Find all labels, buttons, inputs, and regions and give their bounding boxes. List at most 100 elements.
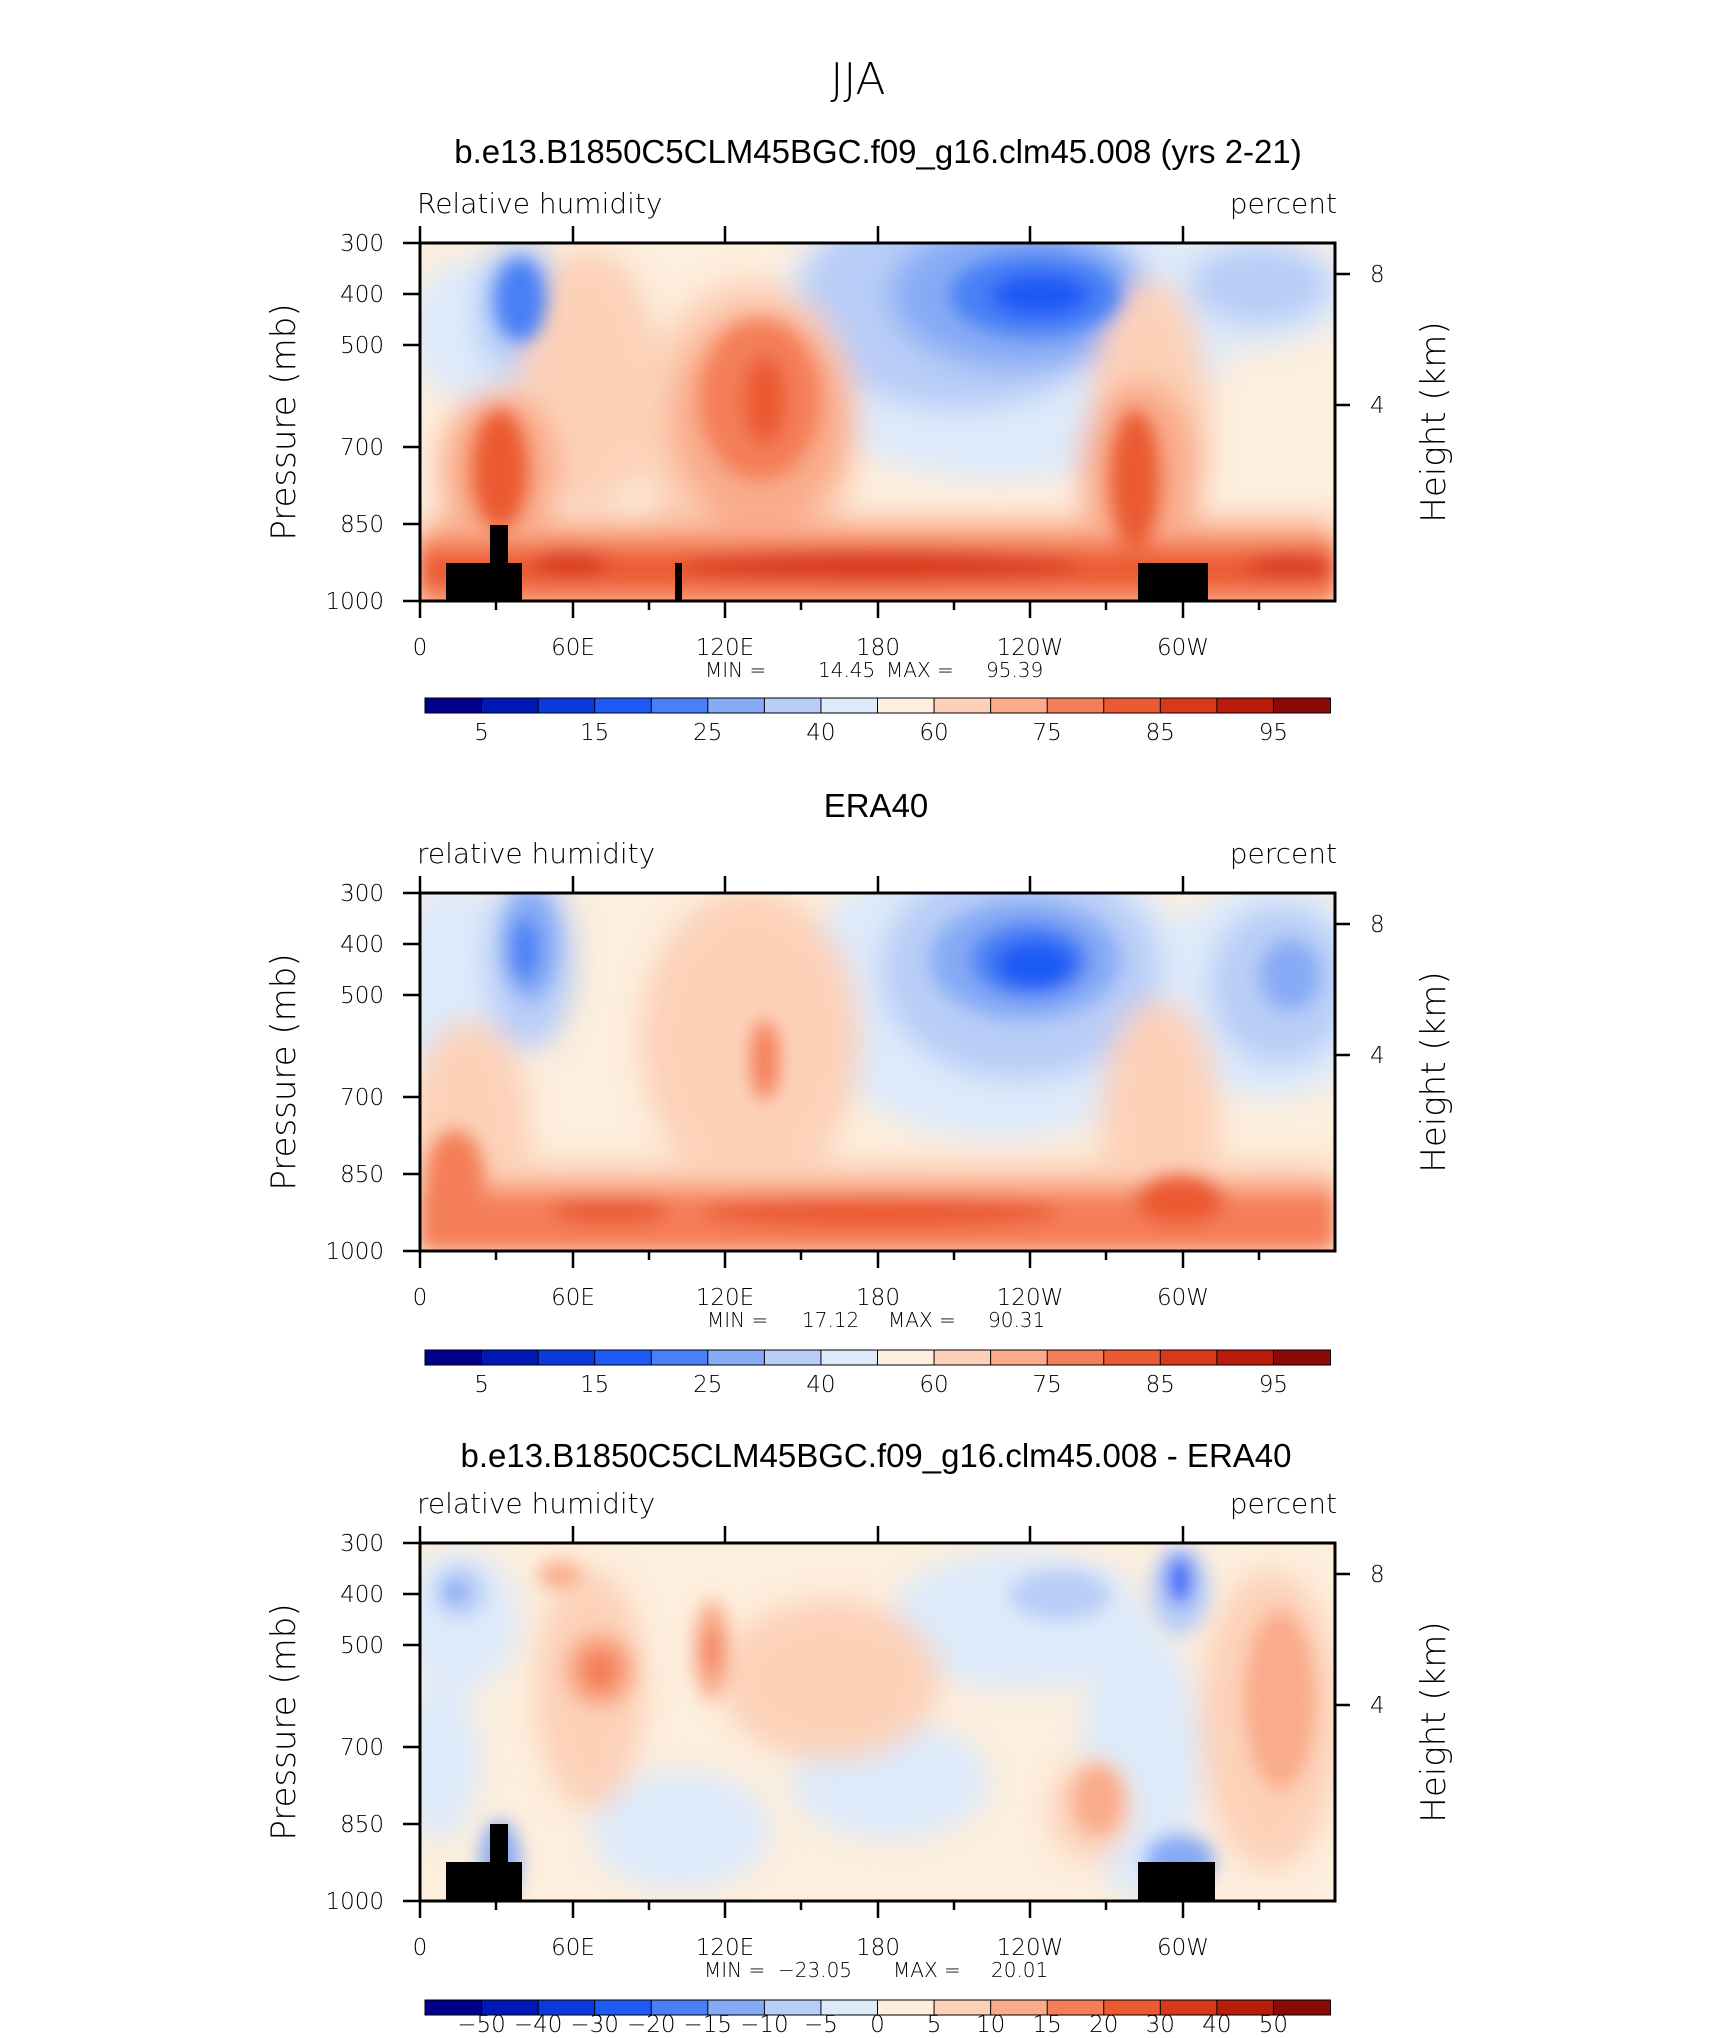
- panel-3-y2tick-0: 8: [1370, 1562, 1385, 1588]
- panel-3-xtick-0: 0: [413, 1935, 428, 1961]
- panel-2-xtick-2: 120E: [696, 1285, 754, 1311]
- colorbar-swatch: [1272, 1999, 1331, 2016]
- panel-3-min: −23.05: [778, 1958, 852, 1982]
- panel-1-xtick-4: 120W: [997, 635, 1064, 661]
- panel-2-y2tick-1: 4: [1370, 1043, 1385, 1069]
- panel-3-max-label: MAX =: [893, 1958, 961, 1982]
- panel-2-title: ERA40: [824, 787, 929, 824]
- panel-1-ytick-3: 700: [340, 435, 384, 461]
- panel-2-ylabel: Pressure (mb): [264, 953, 304, 1190]
- panel-1-xtick-3: 180: [856, 635, 900, 661]
- panel-2-x-axis: [418, 876, 1261, 1268]
- colorbar-label: 30: [1146, 2012, 1175, 2038]
- colorbar-label: −20: [627, 2012, 676, 2038]
- colorbar-label: 5: [474, 1372, 489, 1398]
- colorbar-label: 95: [1259, 1372, 1288, 1398]
- colorbar-swatch: [594, 697, 653, 714]
- colorbar-label: −40: [514, 2012, 563, 2038]
- colorbar-swatch: [1159, 1349, 1218, 1366]
- panel-2-field: [420, 893, 1335, 1251]
- colorbar-swatch: [1216, 1349, 1275, 1366]
- panel-3-ytick-3: 700: [340, 1735, 384, 1761]
- panel-2-ytick-5: 1000: [325, 1239, 384, 1265]
- panel-2-xtick-0: 0: [413, 1285, 428, 1311]
- panel-3-xtick-1: 60E: [551, 1935, 595, 1961]
- panel-3-ytick-1: 400: [340, 1582, 384, 1608]
- colorbar-swatch: [1272, 697, 1331, 714]
- colorbar-swatch: [990, 1349, 1049, 1366]
- panel-1-ytick-2: 500: [340, 333, 384, 359]
- panel-1-y-axis: [403, 241, 1350, 603]
- panel-2-ytick-2: 500: [340, 983, 384, 1009]
- colorbar-swatch: [707, 697, 766, 714]
- colorbar-swatch: [1272, 1349, 1331, 1366]
- panel-3-field: [420, 1543, 1335, 1901]
- panel-1-y2tick-0: 8: [1370, 262, 1385, 288]
- colorbar-swatch: [481, 1349, 540, 1366]
- figure-title: JJA: [830, 54, 885, 105]
- panel-2-y-axis: [403, 891, 1350, 1253]
- panel-3-ytick-4: 850: [340, 1812, 384, 1838]
- colorbar-label: 75: [1033, 1372, 1062, 1398]
- colorbar-label: 0: [870, 2012, 885, 2038]
- panel-1-ytick-0: 300: [340, 231, 384, 257]
- panel-1: b.e13.B1850C5CLM45BGC.f09_g16.clm45.008 …: [264, 133, 1454, 746]
- panel-3-colorbar: −50 −40 −30 −20 −15 −10 −5 0 5 10 15 20 30 40 50: [424, 1999, 1331, 2038]
- panel-1-terrain: [446, 525, 1208, 601]
- panel-1-xtick-2: 120E: [696, 635, 754, 661]
- panel-1-x-axis: [418, 226, 1261, 618]
- colorbar-swatch: [763, 697, 822, 714]
- colorbar-swatch: [707, 1349, 766, 1366]
- panel-3-terrain: [446, 1824, 1215, 1901]
- colorbar-label: −10: [740, 2012, 789, 2038]
- panel-1-ylabel: Pressure (mb): [264, 303, 304, 540]
- panel-2-ytick-3: 700: [340, 1085, 384, 1111]
- colorbar-swatch: [877, 697, 936, 714]
- colorbar-swatch: [424, 1349, 483, 1366]
- colorbar-swatch: [820, 1349, 879, 1366]
- panel-2-max-label: MAX =: [888, 1308, 956, 1332]
- colorbar-label: 15: [580, 1372, 609, 1398]
- panel-3-xtick-2: 120E: [696, 1935, 754, 1961]
- panel-1-max-label: MAX =: [886, 658, 954, 682]
- panel-3-ylabel: Pressure (mb): [264, 1603, 304, 1840]
- colorbar-label: −30: [570, 2012, 619, 2038]
- panel-1-xtick-5: 60W: [1157, 635, 1209, 661]
- panel-2-ytick-1: 400: [340, 932, 384, 958]
- colorbar-swatch: [594, 1349, 653, 1366]
- colorbar-label: 85: [1146, 1372, 1175, 1398]
- panel-3-y2label: Height (km): [1414, 1621, 1454, 1822]
- colorbar-label: 20: [1089, 2012, 1118, 2038]
- colorbar-label: 15: [580, 720, 609, 746]
- colorbar-label: 25: [693, 1372, 722, 1398]
- panel-2-right-label: percent: [1230, 837, 1337, 870]
- panel-1-title: b.e13.B1850C5CLM45BGC.f09_g16.clm45.008 …: [454, 133, 1301, 170]
- panel-3-y-axis: [403, 1541, 1350, 1903]
- panel-3-xtick-4: 120W: [997, 1935, 1064, 1961]
- panel-1-ytick-5: 1000: [325, 589, 384, 615]
- panel-2-max: 90.31: [988, 1308, 1045, 1332]
- panel-2-y2tick-0: 8: [1370, 912, 1385, 938]
- colorbar-swatch: [481, 697, 540, 714]
- panel-1-max: 95.39: [986, 658, 1043, 682]
- panel-2-ytick-0: 300: [340, 881, 384, 907]
- colorbar-label: 5: [927, 2012, 942, 2038]
- panel-3: b.e13.B1850C5CLM45BGC.f09_g16.clm45.008 …: [264, 1437, 1454, 2038]
- panel-2-xtick-4: 120W: [997, 1285, 1064, 1311]
- colorbar-swatch: [820, 697, 879, 714]
- colorbar-label: 40: [1202, 2012, 1231, 2038]
- panel-2-min-label: MIN =: [707, 1308, 768, 1332]
- colorbar-swatch: [990, 697, 1049, 714]
- colorbar-label: 10: [976, 2012, 1005, 2038]
- colorbar-swatch: [650, 697, 709, 714]
- panel-2-min: 17.12: [802, 1308, 859, 1332]
- colorbar-label: −15: [684, 2012, 733, 2038]
- panel-1-left-label: Relative humidity: [417, 187, 662, 220]
- panel-2-left-label: relative humidity: [417, 837, 655, 870]
- panel-3-xtick-5: 60W: [1157, 1935, 1209, 1961]
- colorbar-swatch: [933, 1349, 992, 1366]
- panel-3-right-label: percent: [1230, 1487, 1337, 1520]
- panel-1-ytick-4: 850: [340, 512, 384, 538]
- colorbar-label: −50: [457, 2012, 506, 2038]
